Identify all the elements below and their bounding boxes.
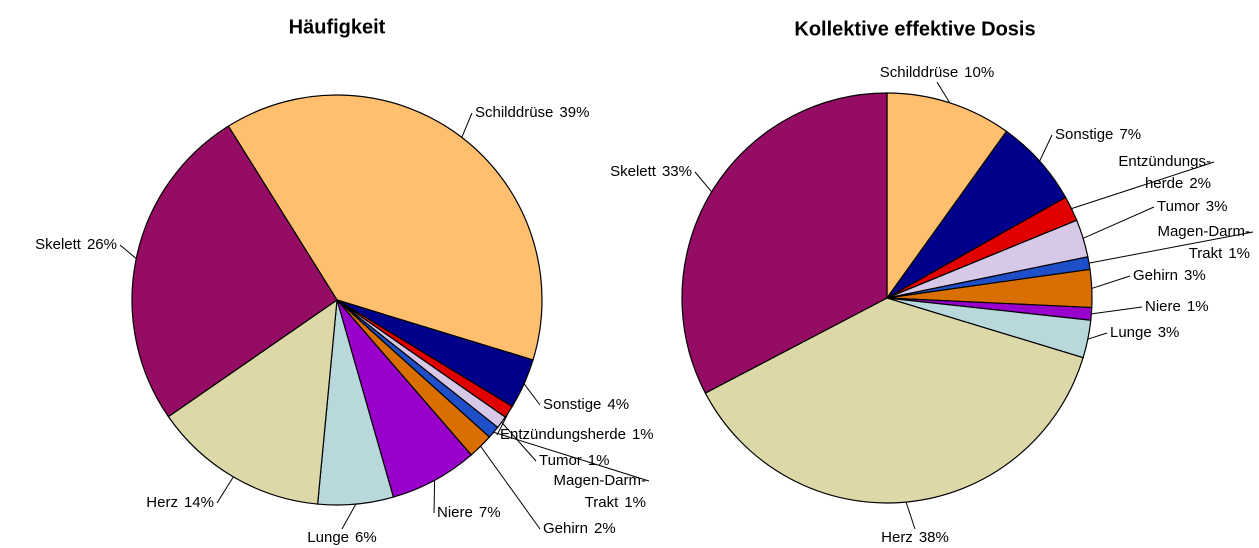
slice-value-label: 14%: [184, 494, 214, 511]
slice-value-label: 1%: [632, 426, 654, 443]
chart-title: Kollektive effektive Dosis: [794, 18, 1035, 40]
slice-label: Schilddrüse: [880, 64, 958, 81]
leader-line: [341, 503, 357, 530]
slice-value-label: 1%: [624, 494, 646, 511]
slice-label: Herz: [146, 494, 178, 511]
slice-label: Sonstige: [543, 396, 601, 413]
leader-line: [694, 171, 713, 193]
slice-value-label: 3%: [1158, 324, 1180, 341]
slice-value-label: 6%: [355, 529, 377, 546]
leader-line: [119, 244, 137, 259]
leader-line: [480, 445, 541, 530]
slice-value-label: 10%: [964, 64, 994, 81]
leader-line: [493, 431, 650, 482]
slice-label: Schilddrüse: [475, 104, 553, 121]
slice-label: Entzündungs-herde: [1118, 153, 1211, 192]
slice-value-label: 3%: [1206, 198, 1228, 215]
slice-label: Magen-Darm-Trakt: [1157, 223, 1250, 262]
slice-label: Magen-Darm-Trakt: [553, 472, 646, 511]
leader-line: [905, 501, 916, 530]
leader-line: [461, 112, 473, 138]
leader-line: [523, 383, 541, 406]
slice-value-label: 26%: [87, 236, 117, 253]
slice-value-label: 38%: [919, 529, 949, 546]
slice-label: Niere: [1145, 298, 1181, 315]
leader-line: [1091, 306, 1143, 315]
leader-line: [1087, 332, 1108, 340]
slice-value-label: 2%: [1189, 175, 1211, 192]
slice-label: Niere: [437, 504, 473, 521]
slice-label: Skelett: [35, 236, 82, 253]
slice-value-label: 33%: [662, 163, 692, 180]
slice-value-label: 1%: [588, 452, 610, 469]
slice-value-label: 2%: [594, 520, 616, 537]
slice-label: Gehirn: [543, 520, 588, 537]
slice-label: Sonstige: [1055, 126, 1113, 143]
slice-value-label: 1%: [1187, 298, 1209, 315]
slice-label: Tumor: [1157, 198, 1200, 215]
leader-line: [1039, 134, 1053, 162]
slice-value-label: 3%: [1184, 267, 1206, 284]
leader-line: [936, 81, 951, 104]
slice-label: Skelett: [610, 163, 657, 180]
pie-slice: [704, 297, 1084, 504]
chart-title: Häufigkeit: [289, 16, 386, 38]
slice-value-label: 1%: [1228, 245, 1250, 262]
leader-line: [1088, 231, 1254, 264]
leader-line: [433, 480, 436, 514]
leader-line: [1091, 275, 1131, 289]
pie-slice: [886, 92, 1008, 300]
slice-value-label: 39%: [559, 104, 589, 121]
slice-label: Lunge: [307, 529, 349, 546]
leader-line: [1082, 206, 1155, 239]
slice-value-label: 7%: [479, 504, 501, 521]
leader-line: [216, 476, 234, 504]
slice-label: Gehirn: [1133, 267, 1178, 284]
slice-value-label: 7%: [1119, 126, 1141, 143]
leader-line: [1071, 161, 1215, 210]
slice-label: Lunge: [1110, 324, 1152, 341]
slice-label: Herz: [881, 529, 913, 546]
leader-line: [501, 421, 537, 462]
slice-label: Tumor: [539, 452, 582, 469]
pie-slice: [227, 94, 543, 361]
pie-slice: [167, 298, 338, 505]
slice-label: Entzündungsherde: [500, 426, 626, 443]
slice-value-label: 4%: [607, 396, 629, 413]
pie-slice: [681, 92, 888, 394]
